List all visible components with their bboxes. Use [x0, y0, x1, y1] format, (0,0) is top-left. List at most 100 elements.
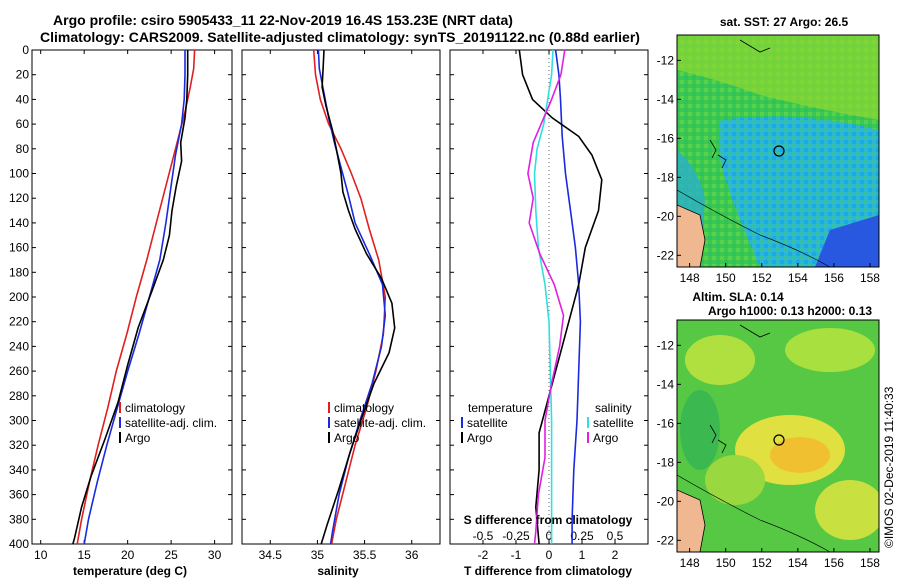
sla-map-axes: 148 150 152 154 156 158 -12 -14 -16 -18 -20 -22 [657, 338, 881, 570]
argo-float-marker [773, 434, 785, 446]
lat-tick-label: -18 [657, 170, 675, 184]
x-tick-label: 35 [311, 548, 325, 562]
depth-tick-label: 20 [16, 68, 30, 82]
legend-t-argo: Argo [467, 431, 493, 445]
lat-tick-label: -22 [657, 533, 675, 547]
x-tick-label: 25 [164, 548, 178, 562]
depth-tick-label: 180 [9, 265, 29, 279]
series-line-salinity-satellite [533, 49, 554, 544]
lat-tick-label: -14 [657, 377, 675, 391]
legend-t-satellite: satellite [467, 416, 508, 430]
x-tick-label: 10 [34, 548, 48, 562]
lon-tick-label: 150 [716, 271, 736, 285]
legend-climatology: climatology [125, 401, 185, 415]
depth-tick-label: 240 [9, 339, 29, 353]
depth-tick-label: 40 [16, 92, 30, 106]
depth-tick-label: 320 [9, 438, 29, 452]
s-tick-label: -0.5 [473, 529, 494, 543]
legend-satellite: satellite-adj. clim. [334, 416, 426, 430]
lon-tick-label: 158 [860, 556, 880, 570]
temperature-legend: climatology satellite-adj. clim. Argo [119, 401, 217, 445]
lat-tick-label: -20 [657, 494, 675, 508]
depth-tick-label: 340 [9, 463, 29, 477]
depth-tick-label: 100 [9, 167, 29, 181]
sst-map [677, 35, 879, 267]
series-line-satellite-adj-clim- [83, 50, 186, 545]
legend-argo: Argo [125, 431, 151, 445]
lon-tick-label: 156 [824, 271, 844, 285]
series-line-climatology [76, 49, 196, 545]
depth-tick-label: 60 [16, 117, 30, 131]
lat-tick-label: -14 [657, 92, 675, 106]
salinity-panel [241, 49, 441, 545]
depth-tick-label: 220 [9, 315, 29, 329]
series-line-temperature-satellite [554, 49, 582, 544]
depth-tick-label: 0 [22, 43, 29, 57]
depth-tick-label: 200 [9, 290, 29, 304]
legend-salinity-title: salinity [595, 401, 632, 415]
difference-legend: temperature satellite Argo salinity sate… [461, 401, 634, 445]
legend-s-argo: Argo [593, 431, 619, 445]
x-tick-label: 15 [77, 548, 91, 562]
legend-s-satellite: satellite [593, 416, 634, 430]
lon-tick-label: 154 [788, 556, 808, 570]
depth-tick-label: 80 [16, 142, 30, 156]
x-tick-label: 30 [208, 548, 222, 562]
x-tick-label: 1 [579, 548, 586, 562]
legend-satellite: satellite-adj. clim. [125, 416, 217, 430]
lon-tick-label: 152 [752, 556, 772, 570]
s-tick-label: 0 [546, 529, 553, 543]
profile-lines [72, 49, 603, 545]
legend-climatology: climatology [334, 401, 394, 415]
lon-tick-label: 150 [716, 556, 736, 570]
lon-tick-label: 156 [824, 556, 844, 570]
salinity-axis-label: salinity [317, 564, 359, 578]
depth-tick-label: 120 [9, 191, 29, 205]
difference-panel [449, 49, 649, 545]
x-tick-label: 35.5 [353, 548, 377, 562]
sst-map-axes: 148 150 152 154 156 158 -12 -14 -16 -18 -20 -22 [657, 53, 881, 285]
lon-tick-label: 148 [680, 556, 700, 570]
lon-tick-label: 158 [860, 271, 880, 285]
lat-tick-label: -16 [657, 416, 675, 430]
legend-argo: Argo [334, 431, 360, 445]
sla-map-title-2: Argo h1000: 0.13 h2000: 0.13 [708, 304, 872, 318]
sst-map-title: sat. SST: 27 Argo: 26.5 [720, 15, 849, 29]
temperature-panel [31, 49, 233, 545]
lon-tick-label: 148 [680, 271, 700, 285]
title-line-2: Climatology: CARS2009. Satellite-adjuste… [40, 29, 640, 45]
x-tick-label: 0 [546, 548, 553, 562]
depth-axis: 0 20 40 60 80 100 120 140 160 180 200 220 240 260 280 3… [9, 43, 648, 551]
depth-tick-label: 260 [9, 364, 29, 378]
lat-tick-label: -12 [657, 53, 675, 67]
s-tick-label: -0.25 [502, 529, 530, 543]
series-line-argo [72, 50, 189, 545]
x-tick-label: 34.5 [259, 548, 283, 562]
s-tick-label: 0.5 [607, 529, 624, 543]
legend-temperature-title: temperature [468, 401, 533, 415]
depth-tick-label: 160 [9, 241, 29, 255]
depth-tick-label: 140 [9, 216, 29, 230]
x-tick-label: 20 [121, 548, 135, 562]
x-tick-label: 36 [405, 548, 419, 562]
sst-map-frame [676, 34, 880, 268]
series-line-salinity-argo [527, 49, 566, 545]
lat-tick-label: -22 [657, 248, 675, 262]
sla-map-frame [676, 319, 880, 553]
lon-tick-label: 152 [752, 271, 772, 285]
series-line-climatology [312, 49, 387, 545]
x-tick-label: -1 [511, 548, 522, 562]
salinity-legend: climatology satellite-adj. clim. Argo [328, 401, 426, 445]
x-tick-label: -2 [478, 548, 489, 562]
x-axis-ticks: 10 15 20 25 30 34.5 35 35.5 36 -2 -1 0 1 2 -0.5 -0.25 0 0… [34, 50, 624, 562]
sla-map-title-1: Altim. SLA: 0.14 [692, 290, 784, 304]
lat-tick-label: -20 [657, 209, 675, 223]
depth-tick-label: 380 [9, 512, 29, 526]
s-difference-axis-label: S difference from climatology [464, 513, 633, 527]
x-tick-label: 2 [612, 548, 619, 562]
temperature-axis-label: temperature (deg C) [73, 564, 187, 578]
depth-tick-label: 400 [9, 537, 29, 551]
lat-tick-label: -18 [657, 455, 675, 469]
argo-float-marker [773, 145, 785, 157]
